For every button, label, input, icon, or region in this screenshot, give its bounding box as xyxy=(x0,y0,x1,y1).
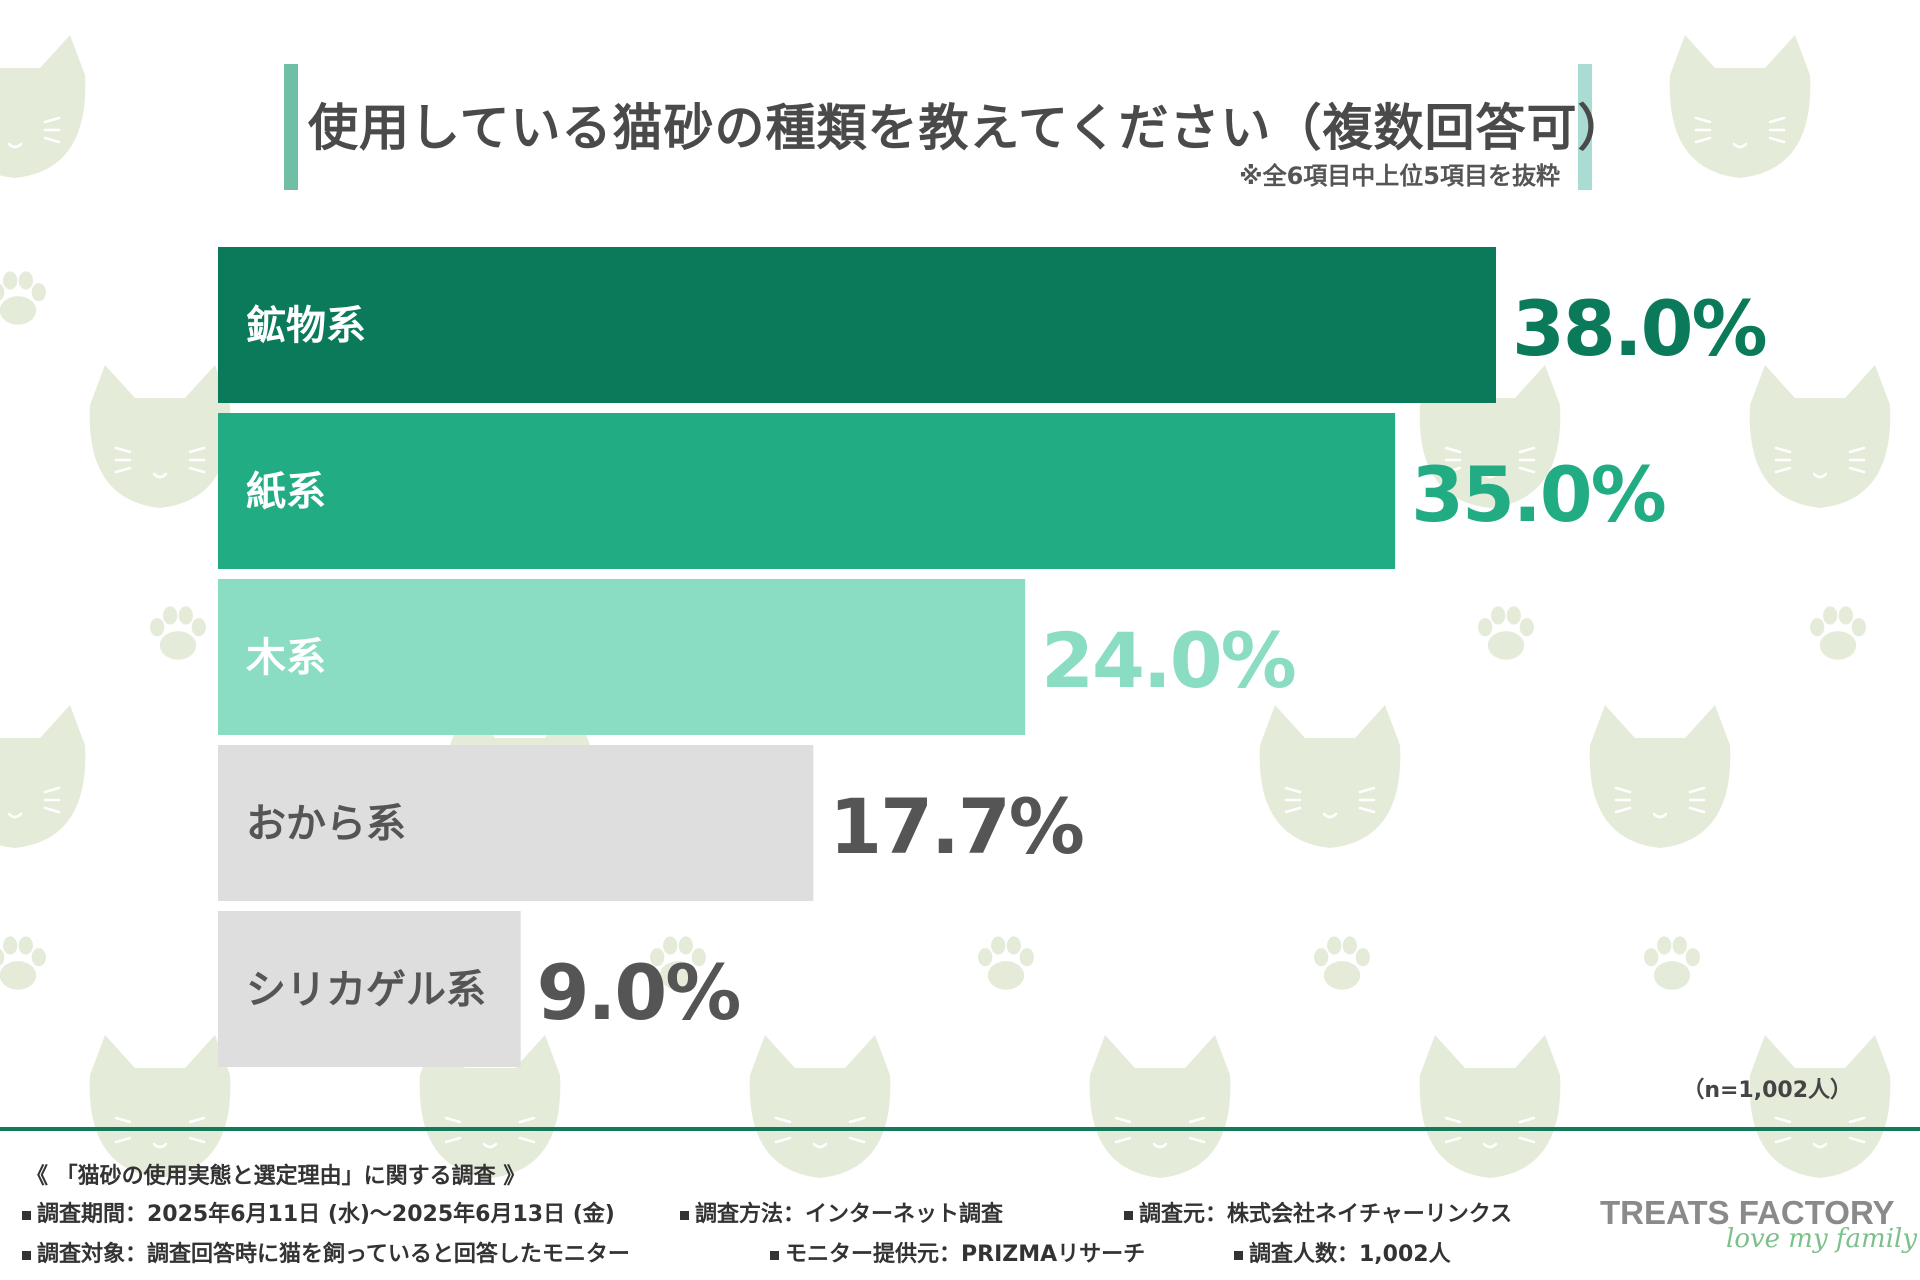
paw-icon xyxy=(1314,936,1370,990)
brand-name: TREATS FACTORY xyxy=(1600,1194,1895,1231)
cat-face-icon xyxy=(0,705,86,848)
survey-target: 調査対象：調査回答時に猫を飼っていると回答したモニター xyxy=(22,1236,630,1268)
survey-period: 調査期間：2025年6月11日 (水)〜2025年6月13日 (金) xyxy=(22,1196,615,1228)
value-label-2: 35.0% xyxy=(1411,450,1665,539)
cat-face-icon xyxy=(0,35,86,178)
bullet-square-icon xyxy=(22,1210,31,1220)
title-accent-left xyxy=(284,64,298,190)
category-label-1: 鉱物系 xyxy=(246,303,366,349)
bar-1 xyxy=(218,247,1496,403)
category-label-4: おから系 xyxy=(246,801,406,847)
paw-icon xyxy=(1644,936,1700,990)
value-label-4: 17.7% xyxy=(829,782,1083,871)
survey-source: 調査元：株式会社ネイチャーリンクス xyxy=(1124,1196,1512,1228)
survey-heading: 《 「猫砂の使用実態と選定理由」に関する調査 》 xyxy=(26,1164,526,1189)
cat-face-icon xyxy=(1749,1035,1891,1178)
value-label-5: 9.0% xyxy=(537,948,740,1037)
cat-face-icon xyxy=(1669,35,1811,178)
bar-2 xyxy=(218,413,1396,569)
survey-method: 調査方法：インターネット調査 xyxy=(680,1196,1003,1228)
paw-icon xyxy=(978,936,1034,990)
bullet-square-icon xyxy=(1234,1250,1243,1260)
paw-icon xyxy=(1810,606,1866,660)
paw-icon xyxy=(650,936,706,990)
brand-tagline: love my family xyxy=(1726,1224,1918,1254)
survey-respondents: 調査人数：1,002人 xyxy=(1234,1236,1451,1268)
category-label-5: シリカゲル系 xyxy=(246,967,486,1013)
bar-chart: 鉱物系 38.0% 紙系 35.0% 木系 24.0% おから系 17.7% シリカゲル系 9.0… xyxy=(218,247,1768,1067)
cat-face-icon xyxy=(1589,705,1731,848)
title-accent-right xyxy=(1578,64,1592,190)
chart-title: 使用している猫砂の種類を教えてください（複数回答可） xyxy=(308,99,1629,157)
bullet-square-icon xyxy=(1124,1210,1133,1220)
category-label-3: 木系 xyxy=(246,635,326,681)
category-label-2: 紙系 xyxy=(246,469,326,515)
value-label-3: 24.0% xyxy=(1041,616,1295,705)
bullet-square-icon xyxy=(22,1250,31,1260)
cat-face-icon xyxy=(1749,365,1891,508)
footer-divider xyxy=(0,1127,1920,1131)
survey-provider: モニター提供元：PRIZMAリサーチ xyxy=(770,1236,1145,1268)
bar-4 xyxy=(218,745,814,901)
paw-icon xyxy=(150,606,206,660)
cat-face-icon xyxy=(1259,705,1401,848)
paw-icon xyxy=(0,936,46,990)
cat-face-icon xyxy=(89,365,231,508)
value-label-1: 38.0% xyxy=(1512,284,1766,373)
brand-logo: TREATS FACTORY love my family xyxy=(1600,1194,1917,1254)
bullet-square-icon xyxy=(770,1250,779,1260)
chart-subtitle: ※全6項目中上位5項目を抜粋 xyxy=(1239,162,1560,190)
paw-icon xyxy=(1478,606,1534,660)
bullet-square-icon xyxy=(680,1210,689,1220)
bar-5 xyxy=(218,911,521,1067)
sample-size-note: （n=1,002人） xyxy=(1682,1078,1852,1103)
bar-3 xyxy=(218,579,1026,735)
paw-icon xyxy=(0,271,46,325)
